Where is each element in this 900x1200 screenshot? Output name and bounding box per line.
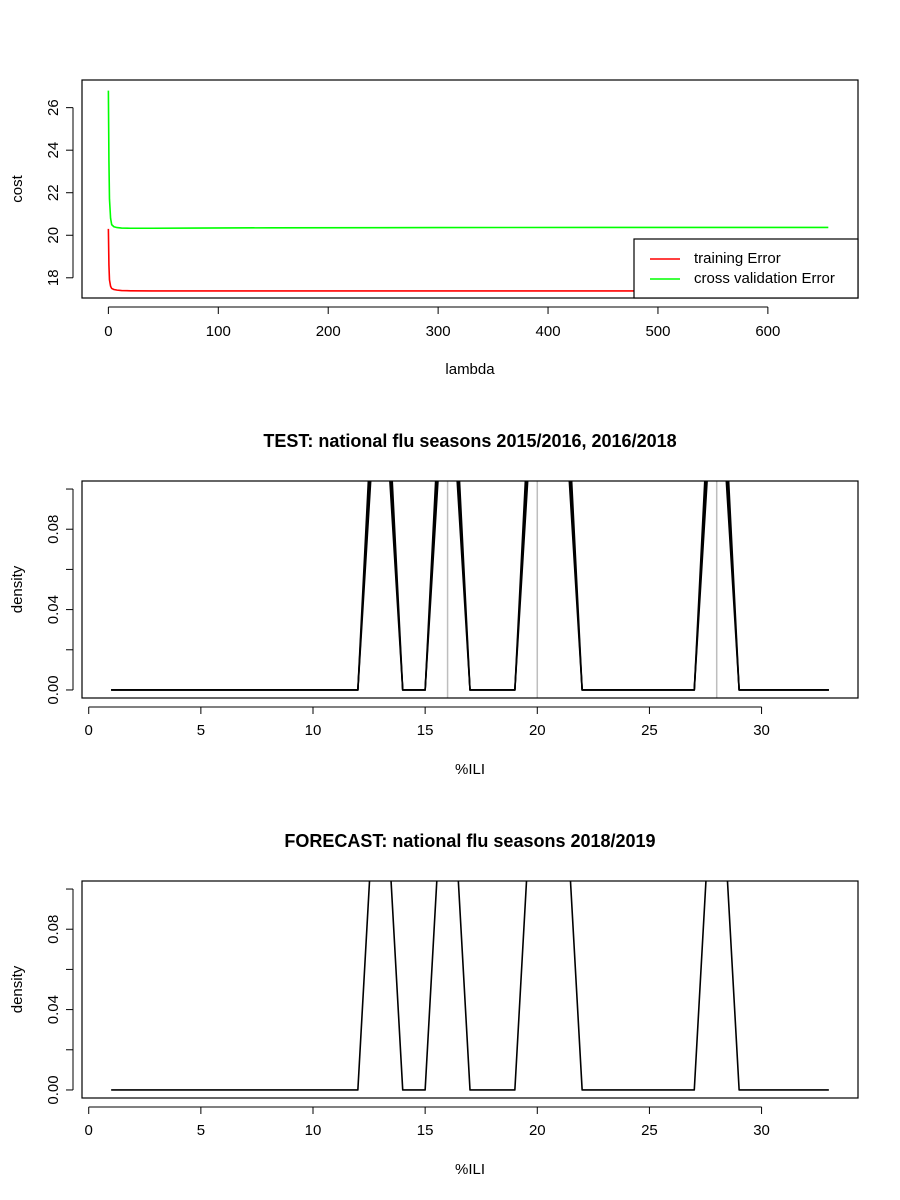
y-tick-label: 0.04 (45, 995, 62, 1024)
x-tick-label: 25 (641, 1122, 658, 1139)
y-axis-label: cost (9, 174, 26, 202)
x-tick-label: 15 (417, 1122, 434, 1139)
x-tick-label: 100 (206, 323, 231, 340)
chart-title: FORECAST: national flu seasons 2018/2019 (284, 831, 655, 851)
x-axis-label: %ILI (455, 1161, 485, 1178)
x-tick-label: 15 (417, 722, 434, 739)
x-tick-label: 10 (305, 722, 322, 739)
plot-frame (81, 880, 859, 1099)
legend-label: training Error (694, 250, 781, 267)
plot-frame (81, 79, 859, 299)
y-axis-label: density (9, 965, 26, 1013)
x-tick-label: 30 (753, 1122, 770, 1139)
y-tick-label: 20 (45, 227, 62, 244)
x-tick-label: 0 (104, 323, 112, 340)
legend: training Error cross validation Error (633, 238, 859, 299)
plot-frame (81, 480, 859, 699)
legend-label: cross validation Error (694, 270, 835, 287)
x-tick-label: 20 (529, 722, 546, 739)
x-tick-label: 0 (85, 1122, 93, 1139)
series-line-1 (107, 228, 829, 292)
chart-panel-3: FORECAST: national flu seasons 2018/2019… (9, 831, 859, 1178)
x-axis-label: lambda (445, 361, 495, 378)
x-tick-label: 10 (305, 1122, 322, 1139)
y-tick-label: 0.04 (45, 595, 62, 624)
y-tick-label: 0.08 (45, 915, 62, 944)
y-tick-label: 0.08 (45, 515, 62, 544)
x-tick-label: 200 (316, 323, 341, 340)
chart-panel-2: TEST: national flu seasons 2015/2016, 20… (9, 431, 859, 778)
legend-box (633, 238, 859, 299)
y-tick-label: 26 (45, 99, 62, 116)
x-tick-label: 400 (536, 323, 561, 340)
x-tick-label: 600 (755, 323, 780, 340)
x-tick-label: 500 (645, 323, 670, 340)
x-tick-label: 25 (641, 722, 658, 739)
y-tick-label: 22 (45, 184, 62, 201)
plot-area (111, 481, 829, 698)
x-tick-label: 0 (85, 722, 93, 739)
y-axis-label: density (9, 565, 26, 613)
x-tick-label: 5 (197, 1122, 205, 1139)
y-tick-label: 24 (45, 142, 62, 159)
x-axis-label: %ILI (455, 761, 485, 778)
y-tick-label: 18 (45, 269, 62, 286)
y-tick-label: 0.00 (45, 1075, 62, 1104)
series-line-2 (107, 90, 829, 230)
x-tick-label: 30 (753, 722, 770, 739)
plot-area (107, 90, 829, 292)
x-tick-label: 20 (529, 1122, 546, 1139)
series-line-3 (111, 481, 829, 691)
y-tick-label: 0.00 (45, 675, 62, 704)
plot-area (111, 881, 829, 1091)
chart-title: TEST: national flu seasons 2015/2016, 20… (263, 431, 676, 451)
chart-panel-1: 0 100 200 300 400 500 600 18 20 22 24 26 lambda cost t… (9, 79, 859, 378)
x-tick-label: 300 (426, 323, 451, 340)
series-line-1 (111, 881, 829, 1091)
x-tick-label: 5 (197, 722, 205, 739)
